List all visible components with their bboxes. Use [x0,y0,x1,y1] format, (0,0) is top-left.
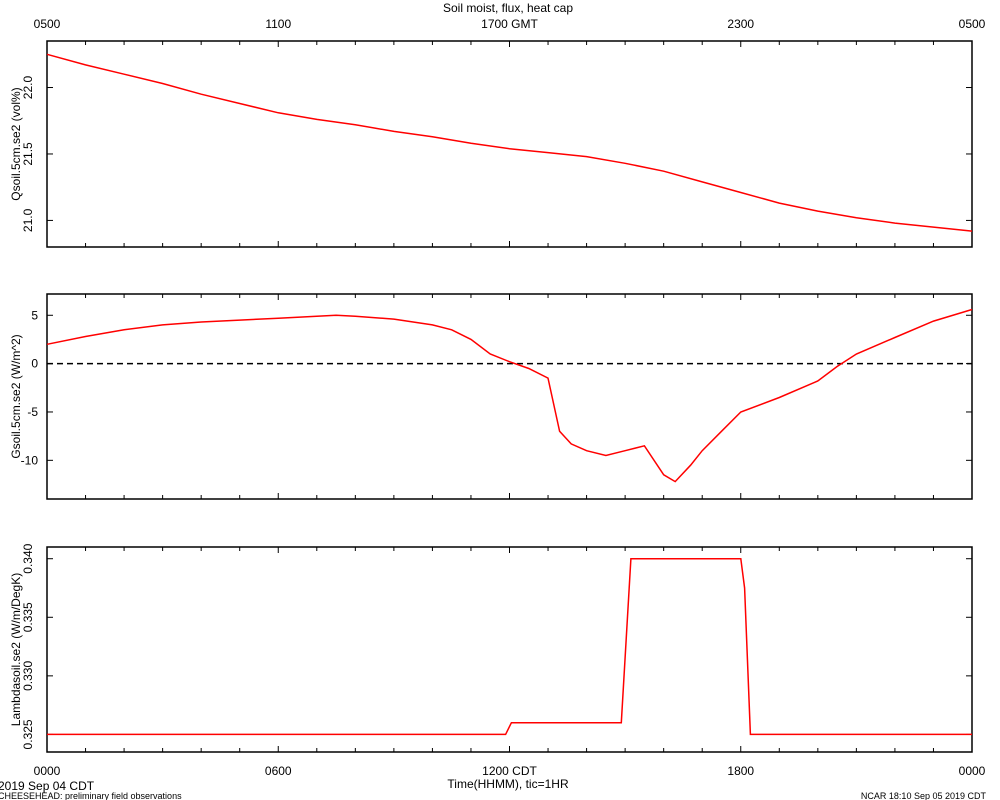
plot-frame [46,293,973,500]
panel-2: -10 -5 0 5 Gsoil.5cm.se2 (W/m^2) [9,293,973,500]
bottom-tick-label: 0000 [959,764,986,778]
y-tick-label: 21.0 [21,208,35,232]
series-line [46,308,973,483]
x-axis-label: Time(HHMM), tic=1HR [447,777,569,791]
top-tick-label: 1100 [265,17,291,31]
footer-left-note: CHEESEHEAD: preliminary field observatio… [0,791,182,800]
y-tick-label: 0 [31,357,38,371]
y-tick-label: 0.330 [21,661,35,691]
y-axis-label: Lambdasoil.se2 (W/m/DegK) [9,573,23,726]
y-tick-label: 5 [31,308,38,322]
y-tick-label: -5 [27,405,38,419]
bottom-tick-label: 1200 CDT [482,764,537,778]
top-tick-label: 1700 GMT [481,17,538,31]
plot-frame [46,40,973,248]
y-tick-label: 0.335 [21,602,35,632]
y-tick-label: -10 [21,453,39,467]
y-tick-label: 0.325 [21,719,35,749]
bottom-axis-labels: 0000 0600 1200 CDT 1800 0000 [34,764,986,778]
y-tick-label: 21.5 [21,142,35,166]
top-tick-label: 2300 [727,17,754,31]
top-tick-label: 0500 [34,17,61,31]
bottom-tick-label: 1800 [727,764,754,778]
chart-title: Soil moist, flux, heat cap [443,1,573,15]
y-tick-label: 22.0 [21,76,35,100]
y-axis-label: Qsoil.5cm.se2 (vol%) [9,87,23,200]
bottom-tick-label: 0600 [265,764,292,778]
y-axis-label: Gsoil.5cm.se2 (W/m^2) [9,334,23,458]
series-line [47,557,972,736]
top-axis-labels: 0500 1100 1700 GMT 2300 0500 [34,17,986,31]
plot-frame [46,546,973,753]
bottom-tick-label: 0000 [34,764,61,778]
top-tick-label: 0500 [959,17,986,31]
footer-date: 2019 Sep 04 CDT [0,779,95,793]
footer-right-note: NCAR 18:10 Sep 05 2019 CDT [861,791,987,800]
series-line [46,53,973,232]
y-tick-label: 0.340 [21,543,35,573]
